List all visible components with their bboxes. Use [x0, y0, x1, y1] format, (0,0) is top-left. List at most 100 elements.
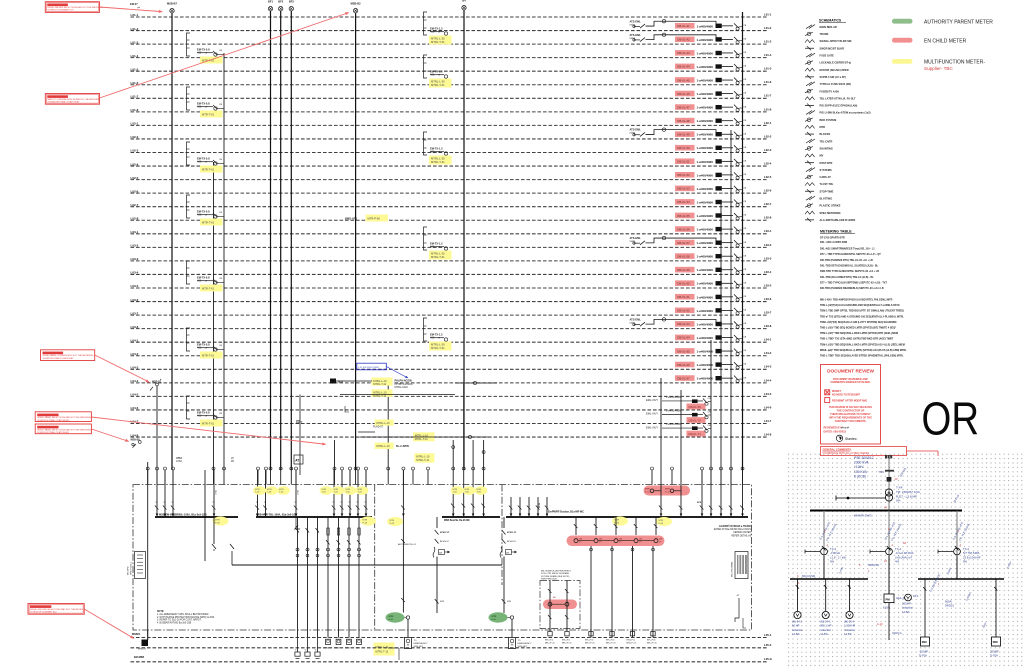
- svg-text:CB4: CB4: [325, 647, 330, 649]
- svg-text:L04-8: L04-8: [764, 432, 772, 436]
- svg-text:CB: CB: [599, 539, 602, 541]
- svg-text:TMS-L-(02)*(04) EACH GROUND AN: TMS-L-(02)*(04) EACH GROUND AND SEQUENTI…: [820, 304, 899, 307]
- svg-text:CB: CB: [743, 323, 747, 325]
- svg-text:Induction: Induction: [792, 628, 803, 632]
- svg-text:MTR: MTR: [322, 489, 327, 491]
- svg-text:SCHEDULE SUMMARY KIT: SCHEDULE SUMMARY KIT: [47, 9, 74, 12]
- svg-text:+#: +#: [137, 7, 140, 10]
- svg-text:DB-0L-63: DB-0L-63: [677, 322, 690, 326]
- svg-text:DB-0L-57: DB-0L-57: [677, 241, 690, 245]
- svg-text:EM-CTRL PANEL: EM-CTRL PANEL: [731, 560, 734, 577]
- svg-text:4P: 4P: [619, 542, 622, 544]
- svg-text:DB-0L-67: DB-0L-67: [677, 376, 690, 380]
- svg-text:MTRL-T-11: MTRL-T-11: [373, 382, 386, 386]
- svg-text:175A: 175A: [215, 490, 218, 495]
- svg-text:TX-2: TX-2: [963, 547, 970, 551]
- svg-text:CB: CB: [743, 337, 747, 339]
- svg-text:MTRL-T-11: MTRL-T-11: [373, 394, 386, 398]
- svg-text:610/5: 610/5: [883, 606, 890, 610]
- svg-text:3-WAY: 3-WAY: [945, 566, 952, 575]
- svg-text:AUTO/EM-PNL-01: AUTO/EM-PNL-01: [398, 543, 417, 546]
- svg-text:SEISMIC RATED: SEISMIC RATED: [733, 531, 751, 534]
- svg-text:1-ø400/4906: 1-ø400/4906: [666, 395, 681, 399]
- svg-text:G: G: [295, 650, 297, 652]
- svg-text:CB: CB: [743, 228, 747, 230]
- svg-text:MTRL-L-30: MTRL-L-30: [431, 251, 445, 255]
- svg-text:L01-4: L01-4: [764, 53, 772, 57]
- svg-text:L04-1: L04-1: [131, 338, 139, 342]
- svg-text:TBL LATER ATTN-LVL FA-SLT: TBL LATER ATTN-LVL FA-SLT: [820, 96, 856, 100]
- svg-text:MTRL-L-30: MTRL-L-30: [431, 156, 445, 160]
- svg-text:4: 4: [824, 530, 826, 533]
- svg-text:L01-1: L01-1: [131, 13, 139, 17]
- svg-text:SCHEDULE REALLOCATION A10: SCHEDULE REALLOCATION A10: [37, 419, 70, 422]
- svg-text:BF2: BF2: [278, 0, 283, 3]
- svg-text:TO: TO: [518, 640, 521, 642]
- svg-text:BLOCKS: BLOCKS: [820, 132, 831, 136]
- svg-text:TBM-1-TBD SMP OPTSL TBD-BOX (P: TBM-1-TBD SMP OPTSL TBD-BOX (PTF. BT OWN…: [820, 310, 904, 313]
- svg-text:MTR-T-61: MTR-T-61: [202, 168, 215, 172]
- svg-text:FUTURE SPARE (SEE NOTE): FUTURE SPARE (SEE NOTE): [541, 575, 570, 578]
- svg-text:9%: 9%: [830, 560, 835, 564]
- svg-text:1-ø400/4906: 1-ø400/4906: [697, 295, 714, 299]
- svg-text:TMS: TMS: [879, 470, 885, 474]
- svg-text:G-01: G-01: [492, 619, 498, 621]
- svg-text:A-10: A-10: [877, 622, 883, 626]
- svg-text:DB-0L-50: DB-0L-50: [677, 146, 690, 150]
- svg-text:P-09: P-09: [215, 522, 220, 524]
- svg-text:CB: CB: [743, 269, 747, 271]
- svg-text:ATS-EML: ATS-EML: [630, 317, 642, 321]
- svg-text:TBM-L-(02)* TBD SEQUBALL-BKD L: TBM-L-(02)* TBD SEQUBALL-BKD LMTR (SPYED…: [820, 343, 905, 346]
- svg-text:SWGR MC/BT BLKR: SWGR MC/BT BLKR: [820, 46, 845, 50]
- svg-text:AUTHORITY PARENT METER: AUTHORITY PARENT METER: [924, 19, 993, 25]
- svg-text:ISSUE: GROUND SELECTIONS MAY N: ISSUE: GROUND SELECTIONS MAY NOT THE MET…: [30, 608, 83, 611]
- svg-text:DB-0L-61: DB-0L-61: [677, 295, 690, 299]
- svg-text:MTR: MTR: [645, 489, 650, 491]
- svg-text:CB: CB: [708, 425, 712, 427]
- svg-text:PIG LI-BW BLKa+ATSW accountant: PIG LI-BW BLKa+ATSW accountants (1x2): [820, 111, 871, 115]
- svg-text:4: 4: [958, 530, 960, 533]
- svg-text:MAIN BKR-AR: MAIN BKR-AR: [820, 25, 837, 29]
- svg-text:1-ø400/4906: 1-ø400/4906: [697, 78, 714, 82]
- svg-text:MSB-B2: MSB-B2: [351, 1, 362, 5]
- svg-text:R.E7 - L3.8 MF: R.E7 - L3.8 MF: [896, 494, 917, 498]
- svg-text:P-09: P-09: [363, 522, 368, 524]
- svg-text:1-ø400/4906: 1-ø400/4906: [697, 214, 714, 218]
- svg-text:A: A: [827, 544, 829, 547]
- svg-text:6: 6: [859, 564, 861, 567]
- svg-text:4PB: 4PB: [507, 601, 512, 603]
- svg-text:800.1 HP: 800.1 HP: [820, 624, 831, 628]
- svg-text:TYPICAL FUSE SW B (4B): TYPICAL FUSE SW B (4B): [820, 82, 852, 86]
- svg-text:CB4: CB4: [356, 647, 361, 649]
- svg-text:4P: 4P: [599, 542, 602, 544]
- svg-text:ISSUE: PANEL SELECTIONS MAY NO: ISSUE: PANEL SELECTIONS MAY NOT THE METE…: [37, 416, 91, 419]
- svg-text:(M) 04-3: (M) 04-3: [820, 620, 831, 624]
- svg-text:CB: CB: [579, 539, 582, 541]
- svg-text:DB-0L-41: DB-0L-41: [677, 24, 690, 28]
- svg-text:L03-8: L03-8: [131, 325, 139, 329]
- svg-text:4%: 4%: [895, 560, 900, 564]
- svg-text:1-ø400/4906: 1-ø400/4906: [697, 228, 714, 232]
- svg-text:SPD-TVSS 1: SPD-TVSS 1: [131, 561, 133, 575]
- svg-text:G: G: [305, 650, 307, 652]
- svg-text:ATSR-1C: ATSR-1C: [440, 540, 450, 543]
- svg-text:MTR: MTR: [358, 489, 363, 491]
- svg-text:1P: 1P: [231, 458, 234, 460]
- svg-text:1-ø400/4906: 1-ø400/4906: [666, 409, 681, 413]
- svg-text:TR: 2300/67 KVA: TR: 2300/67 KVA: [896, 490, 921, 494]
- svg-text:1-ø400/4906: 1-ø400/4906: [697, 255, 714, 259]
- svg-text:P-09: P-09: [390, 523, 395, 525]
- svg-text:MB-1 400 / TBD-AMPSSUP-BOX (AU: MB-1 400 / TBD-AMPSSUP-BOX (AUSOURTEL PH…: [820, 299, 893, 302]
- svg-text:FUSED/TV A-BK: FUSED/TV A-BK: [820, 89, 840, 93]
- svg-text:DB-0L-62: DB-0L-62: [677, 309, 690, 313]
- svg-text:ISSUE: FEEDER SELECTIONS MAY N: ISSUE: FEEDER SELECTIONS MAY NOT THE MET…: [47, 6, 103, 9]
- svg-text:CB: CB: [743, 160, 747, 162]
- svg-text:CB: CB: [743, 364, 747, 366]
- svg-text:EM-TX-1.2: EM-TX-1.2: [430, 242, 443, 246]
- svg-text:L01-4: L01-4: [131, 54, 139, 58]
- svg-text:EM-TX-1.2: EM-TX-1.2: [430, 70, 443, 74]
- svg-text:1-ø400/4906: 1-ø400/4906: [697, 200, 714, 204]
- svg-text:T-05: T-05: [334, 492, 339, 494]
- svg-text:1-ø400/4906: 1-ø400/4906: [697, 309, 714, 313]
- svg-text:CB: CB: [659, 539, 662, 541]
